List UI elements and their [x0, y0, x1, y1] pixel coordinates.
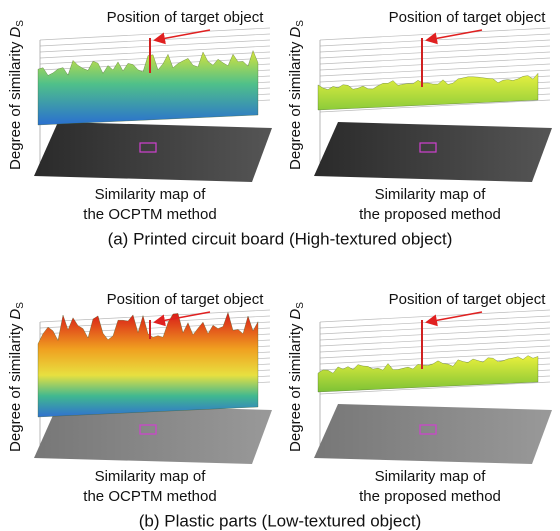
- arrow: [428, 312, 482, 322]
- y-axis-label: Degree of similarity DS: [7, 20, 26, 170]
- wall-grid-line: [320, 34, 550, 46]
- figure: Position of target object Degree of simil…: [0, 0, 560, 531]
- panel: Position of target object Degree of simil…: [7, 9, 272, 223]
- y-label-subscript: S: [295, 20, 306, 27]
- wall-grid-line: [320, 328, 550, 340]
- y-label-symbol: D: [287, 309, 304, 320]
- wall-grid-line: [320, 346, 550, 358]
- y-label-text: Degree of similarity: [7, 41, 24, 170]
- panel-caption: the OCPTM method: [83, 488, 216, 505]
- y-label-text: Degree of similarity: [287, 41, 304, 170]
- panel-caption: Similarity map of: [95, 186, 207, 203]
- y-label-symbol: D: [7, 27, 24, 38]
- annotation: Position of target object: [389, 9, 547, 26]
- y-label-subscript: S: [15, 20, 26, 27]
- similarity-surface: [318, 356, 538, 392]
- y-label-subscript: S: [295, 302, 306, 309]
- wall-grid-line: [40, 46, 270, 58]
- wall-grid-line: [40, 40, 270, 52]
- wall-grid-line: [320, 340, 550, 352]
- figure-caption: (b) Plastic parts (Low-textured object): [139, 511, 422, 530]
- y-label-symbol: D: [7, 309, 24, 320]
- wall-grid-line: [40, 34, 270, 46]
- y-label-text: Degree of similarity: [287, 323, 304, 452]
- wall-grid-line: [320, 40, 550, 52]
- panel-caption: Similarity map of: [95, 468, 207, 485]
- similarity-surface: [38, 51, 258, 125]
- panel-caption: Similarity map of: [375, 186, 487, 203]
- wall-grid-line: [320, 52, 550, 64]
- panel: Position of target object Degree of simil…: [7, 291, 272, 505]
- y-label-subscript: S: [15, 302, 26, 309]
- panel: Position of target object Degree of simil…: [287, 9, 552, 223]
- wall-grid-line: [320, 316, 550, 328]
- y-label-text: Degree of similarity: [7, 323, 24, 452]
- annotation: Position of target object: [389, 291, 547, 308]
- y-axis-label: Degree of similarity DS: [287, 20, 306, 170]
- wall-grid-line: [320, 46, 550, 58]
- wall-grid-line: [320, 334, 550, 346]
- figure-caption: (a) Printed circuit board (High-textured…: [108, 229, 453, 248]
- annotation: Position of target object: [107, 9, 265, 26]
- panel-caption: Similarity map of: [375, 468, 487, 485]
- panel-caption: the proposed method: [359, 206, 501, 223]
- y-axis-label: Degree of similarity DS: [287, 302, 306, 452]
- wall-grid-line: [320, 322, 550, 334]
- y-label-symbol: D: [287, 27, 304, 38]
- y-axis-label: Degree of similarity DS: [7, 302, 26, 452]
- wall-grid-line: [320, 58, 550, 70]
- wall-grid-line: [320, 64, 550, 76]
- panel-caption: the proposed method: [359, 488, 501, 505]
- similarity-surface: [318, 73, 538, 110]
- annotation: Position of target object: [107, 291, 265, 308]
- wall-grid-line: [40, 28, 270, 40]
- panel: Position of target object Degree of simil…: [287, 291, 552, 505]
- arrow: [428, 30, 482, 40]
- panel-caption: the OCPTM method: [83, 206, 216, 223]
